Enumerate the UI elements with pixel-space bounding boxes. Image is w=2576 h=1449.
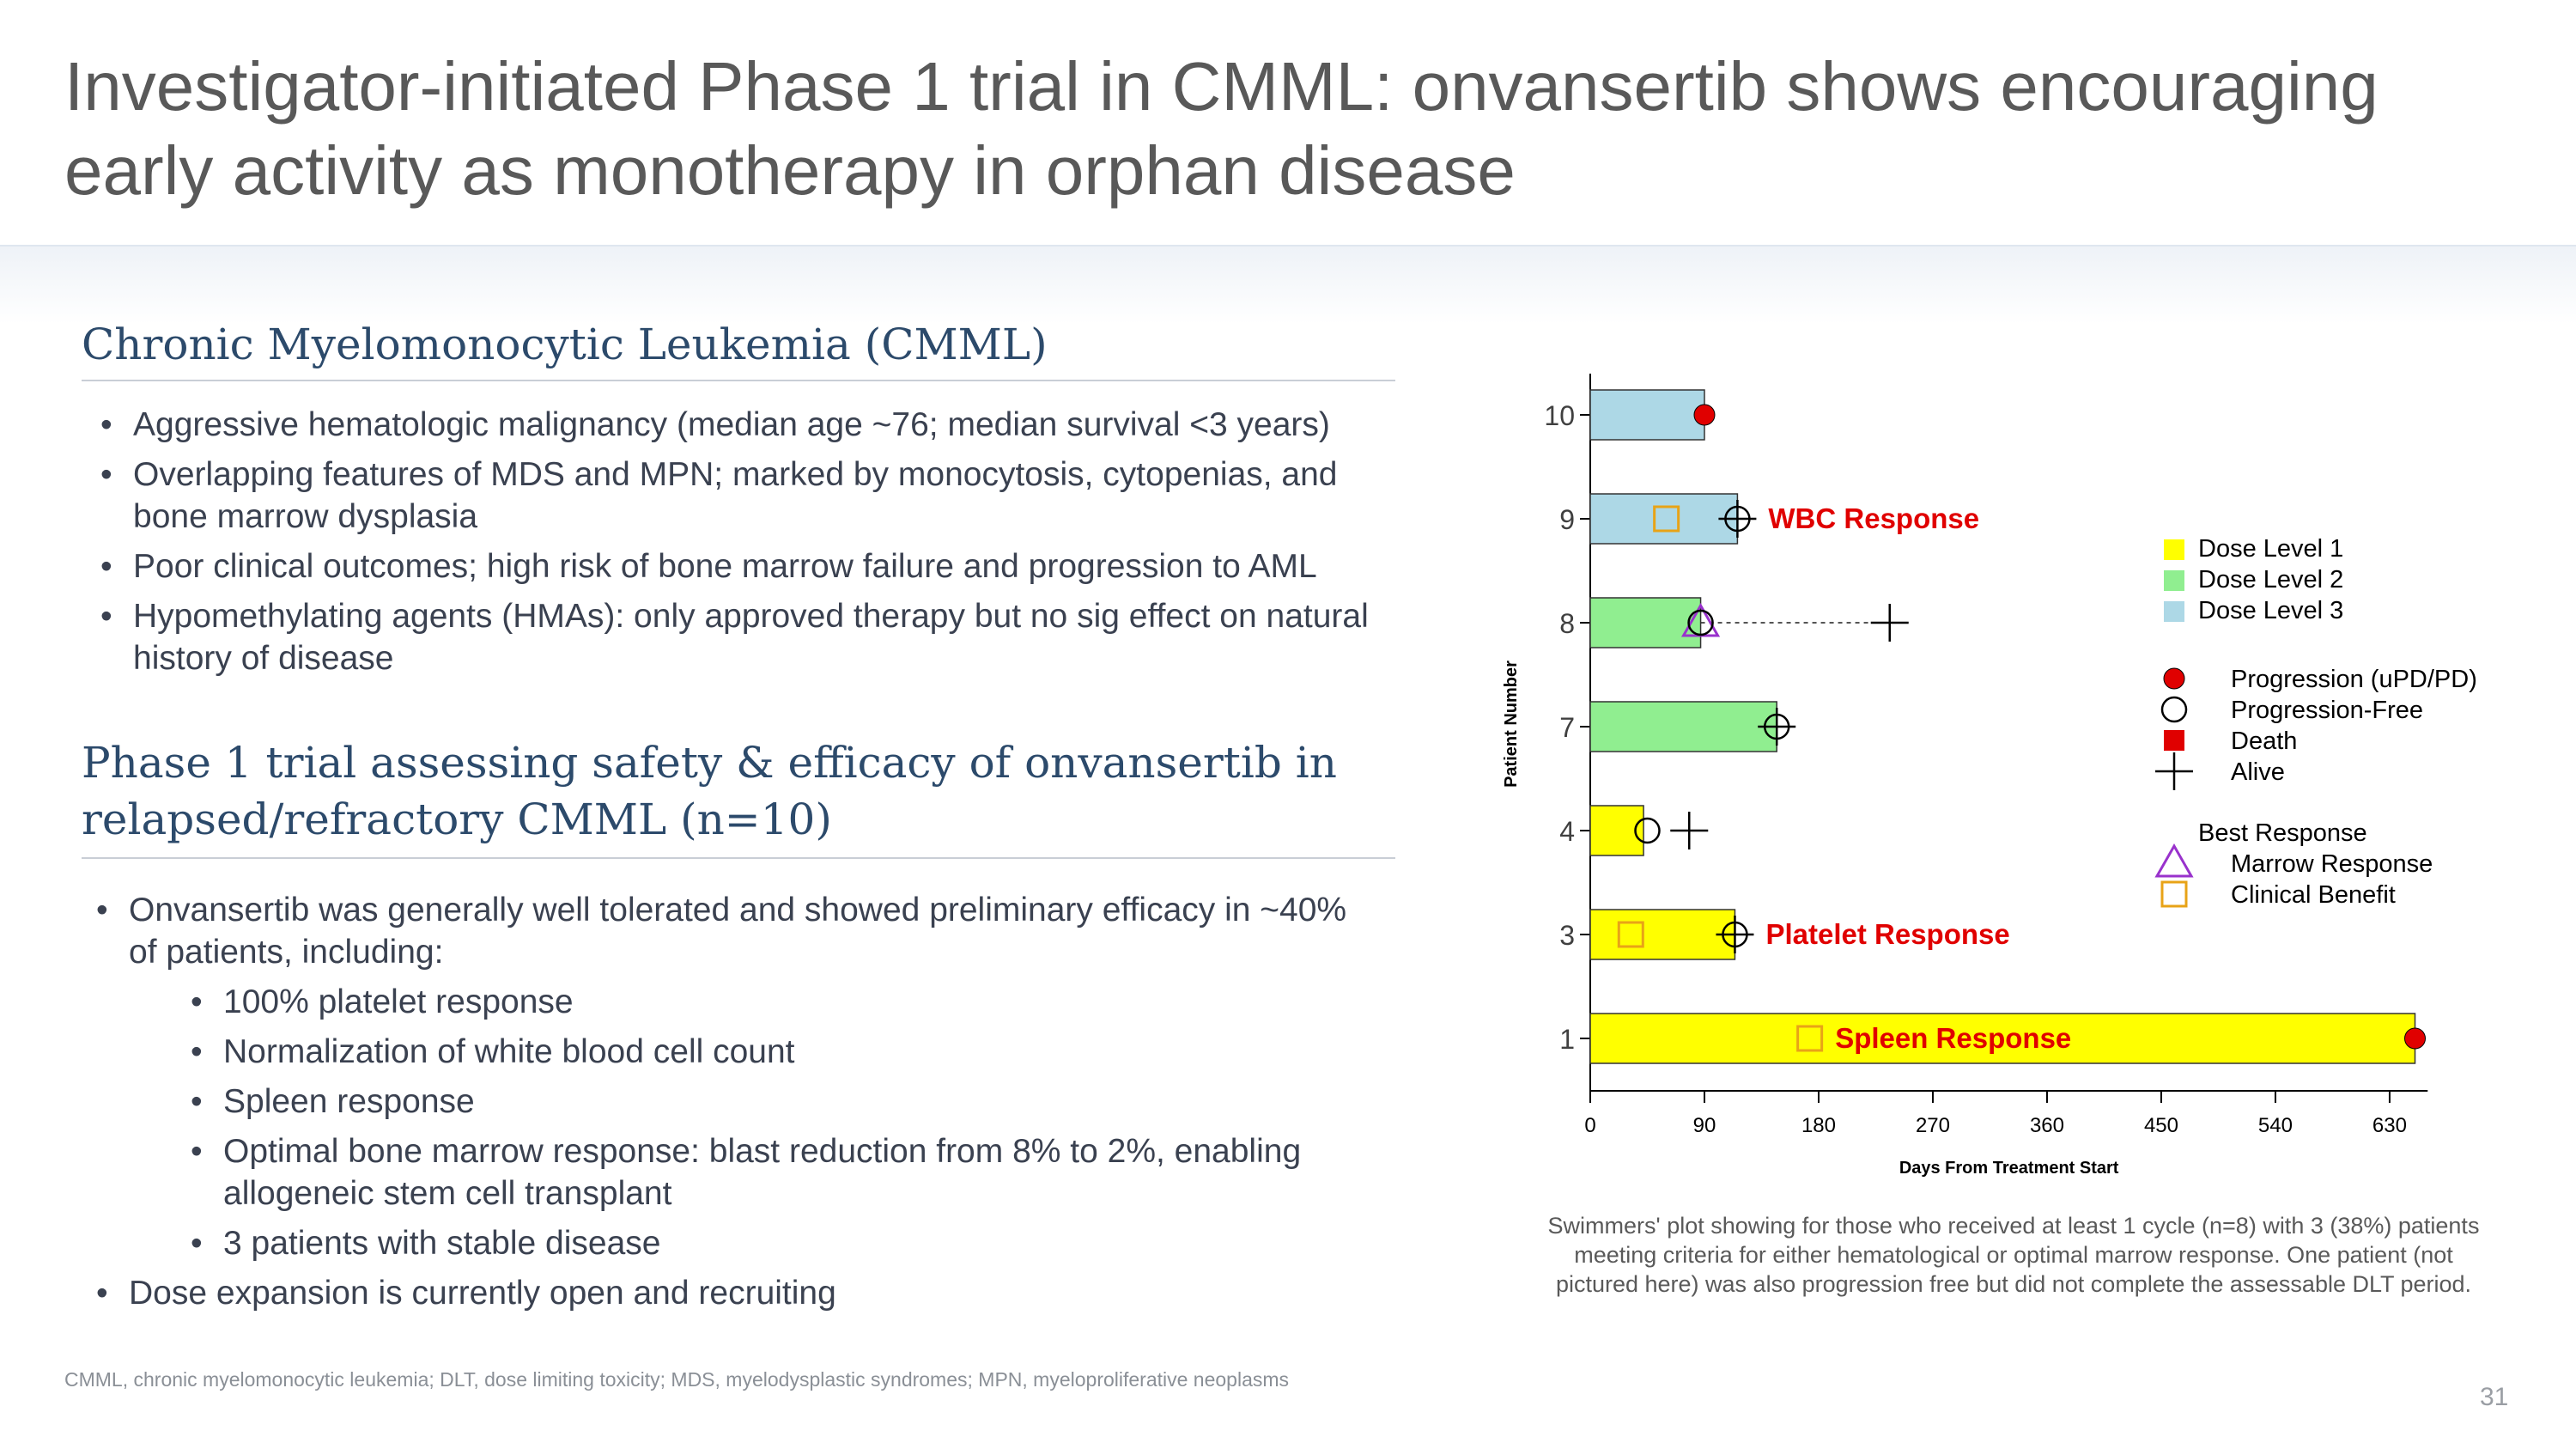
x-tick-label: 90	[1693, 1114, 1716, 1137]
x-tick-label: 450	[2144, 1114, 2178, 1137]
list-item: Hypomethylating agents (HMAs): only appr…	[90, 595, 1413, 679]
progression-free-circle	[1634, 817, 1661, 844]
legend-marker-progression-free	[2160, 696, 2188, 723]
bar-patient-3	[1589, 909, 1736, 960]
progression-dot	[2163, 667, 2185, 690]
marker-clinical-benefit	[1796, 1025, 1824, 1052]
bar-patient-7	[1589, 701, 1777, 752]
legend-swatch	[2164, 539, 2184, 560]
progression-free-circle	[2160, 696, 2188, 723]
bar-patient-9	[1589, 493, 1739, 545]
response-annotation: WBC Response	[1768, 502, 1979, 534]
section-divider	[82, 380, 1395, 381]
legend-label: Dose Level 3	[2198, 597, 2343, 624]
list-item: 100% platelet response	[180, 981, 1348, 1023]
section-heading-trial: Phase 1 trial assessing safety & efficac…	[82, 738, 1337, 844]
legend-label: Marrow Response	[2231, 850, 2433, 878]
x-axis-label: Days From Treatment Start	[1899, 1159, 2119, 1178]
slide-title: Investigator-initiated Phase 1 trial in …	[64, 48, 2379, 209]
page-number: 31	[2480, 1383, 2509, 1411]
progression-dot	[2404, 1027, 2427, 1050]
list-item: Overlapping features of MDS and MPN; mar…	[90, 454, 1413, 538]
x-tick-label: 630	[2372, 1114, 2407, 1137]
response-annotation: Spleen Response	[1835, 1022, 2071, 1054]
marker-clinical-benefit	[1617, 921, 1644, 948]
legend-marker-clinical-benefit	[2160, 880, 2188, 908]
legend-label: Dose Level 1	[2198, 535, 2343, 563]
y-tick-label: 4	[1559, 816, 1575, 847]
legend-title: Best Response	[2198, 819, 2367, 847]
y-tick-label: 3	[1559, 920, 1575, 951]
marker-alive	[1718, 500, 1757, 538]
list-item: Aggressive hematologic malignancy (media…	[90, 404, 1413, 446]
marker-progression	[2404, 1027, 2427, 1050]
y-tick-label: 10	[1544, 400, 1575, 431]
x-tick-label: 270	[1916, 1114, 1950, 1137]
marker-alive	[1870, 604, 1909, 642]
y-axis-label: Patient Number	[1502, 661, 1521, 788]
list-item: Onvansertib was generally well tolerated…	[86, 889, 1348, 973]
list-item: Spleen response	[180, 1081, 1348, 1123]
swimmer-plot: 0 90 180 270 360 450 540 630 Days From Treatment…	[1502, 374, 2477, 1178]
clinical-benefit-square	[1653, 505, 1680, 533]
clinical-benefit-square	[2160, 880, 2188, 908]
progression-dot	[1693, 404, 1716, 426]
death-square	[2164, 730, 2184, 751]
marker-alive	[1758, 708, 1796, 746]
legend-marker-progression	[2163, 667, 2185, 690]
legend-swatch	[2164, 570, 2184, 591]
marker-progression-free	[1634, 817, 1661, 844]
legend-label: Progression (uPD/PD)	[2231, 666, 2477, 693]
x-tick-label: 540	[2258, 1114, 2293, 1137]
y-tick-label: 1	[1559, 1024, 1575, 1055]
legend-marker-alive	[2155, 752, 2193, 790]
section-divider	[82, 857, 1395, 859]
list-item: Dose expansion is currently open and rec…	[86, 1272, 1348, 1314]
trial-bullet-list: Onvansertib was generally well tolerated…	[86, 889, 1348, 1322]
legend-label: Alive	[2231, 758, 2285, 786]
section-heading-cmml: Chronic Myelomonocytic Leukemia (CMML)	[82, 320, 1048, 369]
clinical-benefit-square	[1796, 1025, 1824, 1052]
legend-label: Death	[2231, 728, 2297, 755]
y-tick-label: 7	[1559, 712, 1575, 743]
x-tick-label: 0	[1584, 1114, 1595, 1137]
progression-free-circle	[1687, 609, 1714, 636]
cmml-bullet-list: Aggressive hematologic malignancy (media…	[90, 404, 1413, 687]
legend-label: Dose Level 2	[2198, 566, 2343, 594]
legend-label: Clinical Benefit	[2231, 881, 2396, 909]
clinical-benefit-square	[1617, 921, 1644, 948]
list-item: 3 patients with stable disease	[180, 1222, 1348, 1264]
y-tick-label: 9	[1559, 504, 1575, 535]
list-item: Poor clinical outcomes; high risk of bon…	[90, 545, 1413, 588]
response-annotation: Platelet Response	[1765, 918, 2009, 950]
footnote: CMML, chronic myelomonocytic leukemia; D…	[64, 1368, 1290, 1391]
x-tick-label: 360	[2030, 1114, 2064, 1137]
list-item: Optimal bone marrow response: blast redu…	[180, 1130, 1348, 1215]
marrow-response-triangle	[2154, 843, 2194, 878]
marker-clinical-benefit	[1653, 505, 1680, 533]
bar-patient-8	[1589, 597, 1702, 648]
bar-patient-10	[1589, 389, 1705, 441]
list-item: Normalization of white blood cell count	[180, 1031, 1348, 1073]
legend-marker-death	[2164, 730, 2184, 751]
legend-label: Progression-Free	[2231, 697, 2423, 724]
legend-marker-marrow-response	[2154, 843, 2194, 878]
x-tick-label: 180	[1801, 1114, 1836, 1137]
header-band	[0, 245, 2576, 324]
marker-progression	[1693, 404, 1716, 426]
y-tick-label: 8	[1559, 608, 1575, 639]
marker-progression-free	[1687, 609, 1714, 636]
chart-caption: Swimmers' plot showing for those who rec…	[1547, 1213, 2480, 1297]
legend-swatch	[2164, 601, 2184, 622]
marker-alive	[1670, 812, 1709, 849]
marker-alive	[1716, 916, 1754, 953]
